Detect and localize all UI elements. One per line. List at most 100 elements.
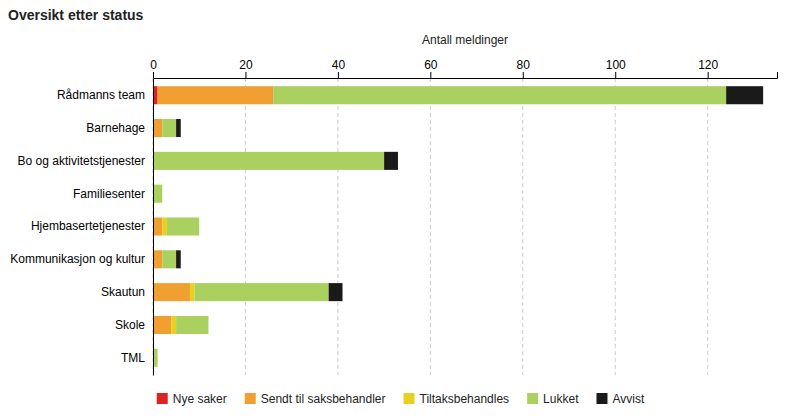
bar-segment <box>162 217 167 235</box>
bar-segment <box>158 86 274 104</box>
tick-label: Hjembasertetjenester <box>31 219 145 233</box>
legend-label: Tiltaksbehandles <box>420 392 510 406</box>
bar-segment <box>190 283 195 301</box>
tick-label: Skautun <box>101 285 145 299</box>
bar-segment <box>176 316 208 334</box>
tick-label: 0 <box>150 58 157 72</box>
bar-segment <box>157 349 158 367</box>
title: Oversikt etter status <box>8 7 144 23</box>
tick: Barnehage <box>86 121 153 135</box>
bar-segment <box>153 185 162 203</box>
chart: 0 20 40 60 80 100 120 Rådmanns team Barnehage Bo … <box>0 0 801 419</box>
bar-segment <box>726 86 763 104</box>
bar-segment <box>176 250 181 268</box>
tick-label: Kommunikasjon og kultur <box>10 252 145 266</box>
tick: 20 <box>239 58 253 78</box>
tick: Skole <box>115 318 153 332</box>
bar-segment <box>329 283 343 301</box>
tick: 120 <box>698 58 718 78</box>
series <box>153 86 726 367</box>
tick-label: 60 <box>424 58 438 72</box>
tick-label: 120 <box>698 58 718 72</box>
tick-label: Rådmanns team <box>57 88 145 102</box>
bar-segment <box>153 316 171 334</box>
tick-label: Skole <box>115 318 145 332</box>
tick: Skautun <box>101 285 153 299</box>
bar-segment <box>153 283 190 301</box>
tick: Familiesenter <box>73 187 153 201</box>
tick-label: Familiesenter <box>73 187 145 201</box>
bar-segment <box>195 283 329 301</box>
grid-line <box>337 78 338 375</box>
bar-segment <box>153 119 162 137</box>
tick: 40 <box>332 58 346 78</box>
grid <box>153 78 708 375</box>
tick: 0 <box>150 58 157 78</box>
tick: 100 <box>606 58 626 78</box>
tick-mark <box>430 72 431 78</box>
tick-label: Bo og aktivitetstjenester <box>18 154 145 168</box>
tick-label: TML <box>121 351 145 365</box>
tick: Bo og aktivitetstjenester <box>18 154 153 168</box>
bar-segment <box>167 217 199 235</box>
grid-line <box>153 78 154 375</box>
tick-label: Barnehage <box>86 121 145 135</box>
bar-segment <box>273 86 726 104</box>
bar-segment <box>384 152 398 170</box>
bar-segment <box>171 316 176 334</box>
legend-swatch <box>596 393 607 404</box>
bar-segment <box>153 217 162 235</box>
legend-item: Nye saker <box>157 392 227 406</box>
legend-label: Avvist <box>612 392 644 406</box>
tick-label: 80 <box>517 58 531 72</box>
grid-line <box>245 78 246 375</box>
grid-line <box>707 78 708 375</box>
plot: 0 20 40 60 80 100 120 Rådmanns team Barnehage Bo … <box>10 58 777 376</box>
bar-segment <box>176 119 181 137</box>
y-axis: Rådmanns team Barnehage Bo og aktivitetstj… <box>10 79 153 376</box>
grid-line <box>430 78 431 375</box>
legend-label: Sendt til saksbehandler <box>261 392 386 406</box>
bar-segment <box>199 217 200 235</box>
tick-mark <box>245 72 246 78</box>
x-axis-title: Antall meldinger <box>422 33 508 47</box>
legend-item: Tiltaksbehandles <box>404 392 510 406</box>
series <box>176 86 763 301</box>
grid-line <box>522 78 523 375</box>
legend-item: Lukket <box>527 392 579 406</box>
tick: Hjembasertetjenester <box>31 219 153 233</box>
tick: Rådmanns team <box>57 88 153 102</box>
bar-segment <box>153 152 384 170</box>
tick-mark <box>708 72 709 78</box>
legend-swatch <box>245 393 256 404</box>
grid-line <box>615 78 616 375</box>
tick: 80 <box>517 58 531 78</box>
legend-label: Lukket <box>543 392 579 406</box>
legend: Nye saker Sendt til saksbehandler Tiltaksb… <box>157 392 645 406</box>
bar-segment <box>208 316 209 334</box>
bars <box>153 86 763 367</box>
tick-mark <box>615 72 616 78</box>
axis-line <box>154 72 778 79</box>
tick-label: 40 <box>332 58 346 72</box>
tick-label: 20 <box>239 58 253 72</box>
bar-segment <box>162 119 176 137</box>
tick-mark <box>153 72 154 78</box>
bar-segment <box>153 250 162 268</box>
tick: TML <box>121 351 153 365</box>
axis-line <box>153 79 154 376</box>
tick-mark <box>523 72 524 78</box>
legend-label: Nye saker <box>173 392 227 406</box>
bar-segment <box>162 250 176 268</box>
legend-item: Avvist <box>596 392 644 406</box>
x-axis: 0 20 40 60 80 100 120 <box>150 58 777 79</box>
legend-swatch <box>527 393 538 404</box>
tick: 60 <box>424 58 438 78</box>
tick-label: 100 <box>606 58 626 72</box>
legend-swatch <box>157 393 168 404</box>
tick-mark <box>338 72 339 78</box>
legend-swatch <box>404 393 415 404</box>
tick: Kommunikasjon og kultur <box>10 252 153 266</box>
legend-item: Sendt til saksbehandler <box>245 392 386 406</box>
bar-segment <box>162 185 163 203</box>
